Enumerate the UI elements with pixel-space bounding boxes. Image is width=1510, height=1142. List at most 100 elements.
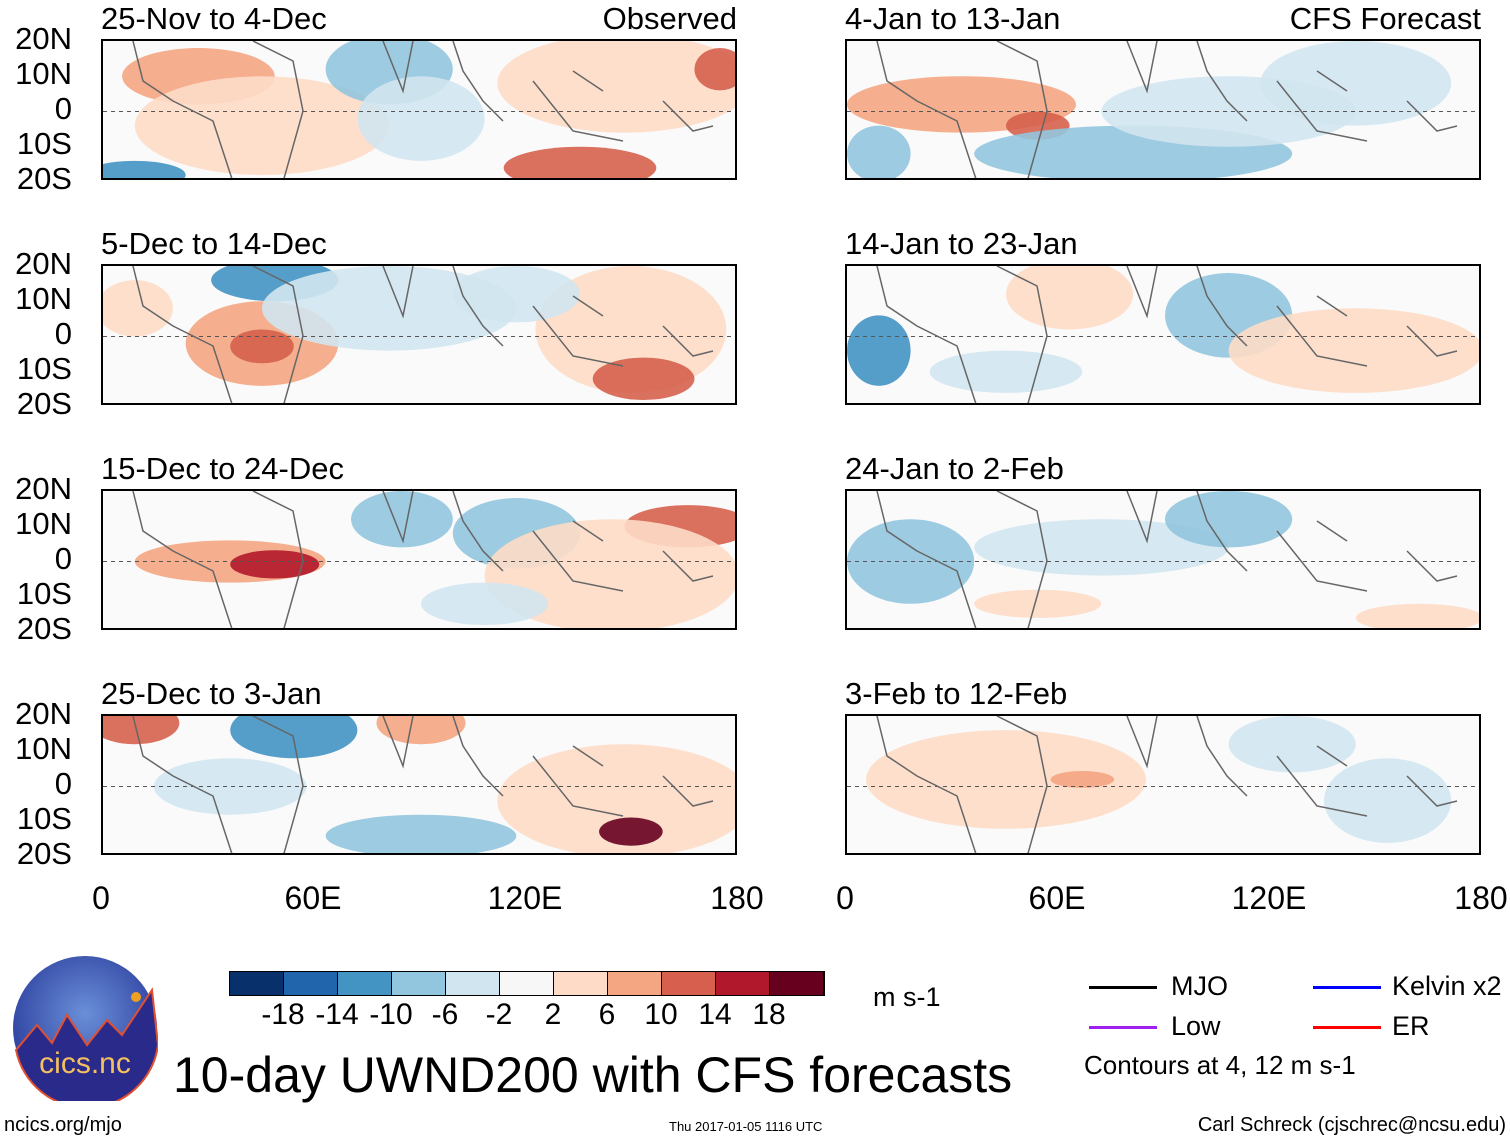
panel-title: 24-Jan to 2-Feb [845,451,1064,486]
colorbar-tick-label: 14 [698,998,732,1031]
anomaly-region [325,814,517,853]
lat-tick-label: 20S [16,611,72,646]
lat-tick-label: 10N [15,506,72,541]
colorbar-swatch [284,972,338,995]
panel-title: 4-Jan to 13-Jan [845,1,1061,36]
map-panel [845,714,1481,855]
legend-line-er [1313,1026,1381,1029]
colorbar-swatch [662,972,716,995]
footer-timestamp: Thu 2017-01-05 1116 UTC [669,1119,823,1134]
lon-tick-label: 60E [284,880,342,916]
colorbar-swatch [338,972,392,995]
legend-mjo: MJO [1171,971,1228,1001]
anomaly-region [694,48,735,91]
anomaly-region [847,315,911,386]
legend-kelvin: Kelvin x2 [1392,971,1502,1001]
coastlines [132,491,714,628]
legend-line-mjo [1089,986,1157,989]
legend-er: ER [1392,1011,1430,1041]
anomaly-region [847,519,975,604]
anomaly-region [497,41,735,133]
anomaly-region [452,266,580,323]
colorbar-swatch [770,972,824,995]
anomaly-region [230,550,320,579]
map-panel [845,39,1481,180]
map-panel [101,489,737,630]
lat-tick-label: 10N [15,731,72,766]
lat-tick-label: 10S [16,126,72,161]
anomaly-region [421,582,549,625]
contour-note: Contours at 4, 12 m s-1 [1084,1050,1356,1080]
figure-title: 10-day UWND200 with CFS forecasts [173,1047,1013,1103]
colorbar-tick-label: -18 [261,998,305,1031]
panel-title: 15-Dec to 24-Dec [101,451,344,486]
map-panel [101,714,737,855]
lat-tick-label: 20S [16,386,72,421]
column-label: Observed [602,1,737,36]
anomaly-region [103,716,180,745]
legend-low: Low [1171,1011,1221,1041]
anomaly-region [1355,603,1479,628]
lat-tick-label: 10S [16,576,72,611]
coastlines [132,41,714,178]
panel-title: 25-Nov to 4-Dec [101,1,327,36]
lon-tick-label: 180 [1454,880,1508,916]
anomaly-region [592,357,695,400]
footer-url[interactable]: ncics.org/mjo [4,1114,122,1136]
lat-tick-label: 20N [15,471,72,506]
colorbar-units: m s-1 [873,982,941,1012]
anomaly-region [974,519,1229,576]
panel-title: 3-Feb to 12-Feb [845,676,1068,711]
anomaly-region [929,350,1083,393]
map-panel [101,39,737,180]
anomaly-region [497,744,735,853]
colorbar-swatch [554,972,608,995]
anomaly-region [974,589,1102,618]
coastlines [876,266,1458,403]
lon-tick-label: 0 [92,880,110,916]
anomaly-region [230,329,294,364]
anomaly-region [503,146,657,178]
anomaly-region [1050,770,1115,788]
colorbar [229,971,825,996]
panel-title: 14-Jan to 23-Jan [845,226,1078,261]
anomaly-region [535,266,727,393]
panel-title: 5-Dec to 14-Dec [101,226,327,261]
lat-tick-label: 0 [54,766,72,801]
colorbar-swatch [608,972,662,995]
colorbar-swatch [716,972,770,995]
anomaly-region [1165,491,1293,548]
lat-tick-label: 20N [15,696,72,731]
map-panel [101,264,737,405]
lat-tick-label: 0 [54,541,72,576]
anomaly-region [262,266,517,351]
coastlines [132,266,714,403]
anomaly-region [1006,266,1134,330]
colorbar-tick-label: -14 [315,998,359,1031]
colorbar-tick-label: -2 [485,998,513,1031]
map-panel [845,264,1481,405]
anomaly-region [103,160,186,178]
lat-tick-label: 20N [15,246,72,281]
anomaly-region [847,125,911,178]
panel-title: 25-Dec to 3-Jan [101,676,322,711]
colorbar-tick-label: -10 [369,998,413,1031]
coastlines [132,716,714,853]
lat-tick-label: 0 [54,91,72,126]
anomaly-region [1324,758,1452,843]
legend-line-kelvin [1313,986,1381,989]
column-label: CFS Forecast [1289,1,1481,36]
lat-tick-label: 10S [16,801,72,836]
coastlines [876,41,1458,178]
lat-tick-label: 10S [16,351,72,386]
lon-tick-label: 0 [836,880,854,916]
lon-tick-label: 180 [710,880,764,916]
anomaly-region [1228,716,1356,773]
lat-tick-label: 0 [54,316,72,351]
colorbar-tick-label: 10 [644,998,678,1031]
cics-logo: cics.nc [13,956,158,1101]
lat-tick-label: 20N [15,21,72,56]
colorbar-tick-label: 2 [544,998,562,1031]
anomaly-region [376,716,466,745]
